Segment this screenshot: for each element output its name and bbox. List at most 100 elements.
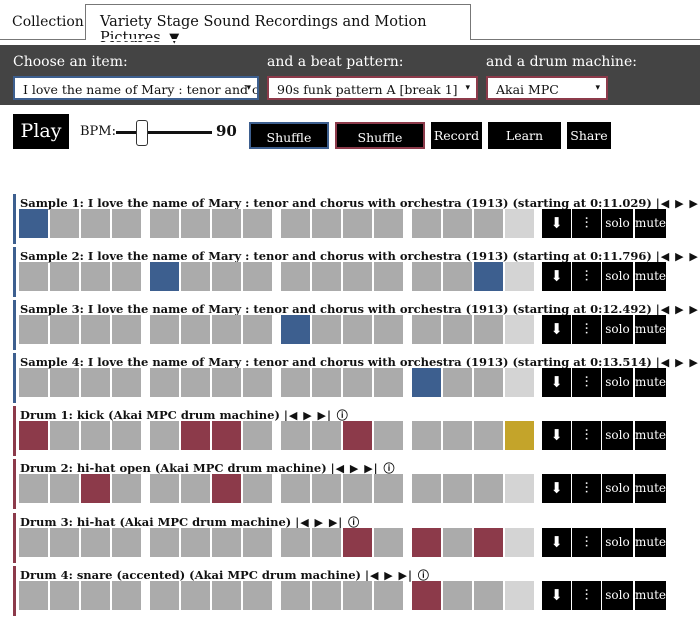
mute-button[interactable]: mute <box>635 262 666 291</box>
step-pad[interactable] <box>412 421 441 450</box>
step-pad[interactable] <box>150 209 179 238</box>
step-pad[interactable] <box>112 528 141 557</box>
step-pad[interactable] <box>212 474 241 503</box>
step-pad[interactable] <box>412 315 441 344</box>
step-pad[interactable] <box>343 262 372 291</box>
step-pad[interactable] <box>443 209 472 238</box>
step-pad[interactable] <box>281 368 310 397</box>
step-pad[interactable] <box>412 581 441 610</box>
download-icon[interactable]: ⬇ <box>542 262 571 291</box>
step-pad[interactable] <box>212 421 241 450</box>
step-pad[interactable] <box>112 262 141 291</box>
step-pad[interactable] <box>150 421 179 450</box>
mute-button[interactable]: mute <box>635 474 666 503</box>
share-button[interactable]: Share <box>567 122 611 149</box>
step-pad[interactable] <box>343 581 372 610</box>
step-pad[interactable] <box>374 421 403 450</box>
mute-button[interactable]: mute <box>635 528 666 557</box>
step-pad[interactable] <box>374 474 403 503</box>
solo-button[interactable]: solo <box>602 368 633 397</box>
step-pad[interactable] <box>343 528 372 557</box>
step-pad[interactable] <box>150 368 179 397</box>
solo-button[interactable]: solo <box>602 581 633 610</box>
step-pad[interactable] <box>81 581 110 610</box>
step-pad[interactable] <box>81 474 110 503</box>
mixer-icon[interactable]: ⫶ <box>572 262 601 291</box>
download-icon[interactable]: ⬇ <box>542 421 571 450</box>
download-icon[interactable]: ⬇ <box>542 474 571 503</box>
machine-select[interactable]: Akai MPC ▾ <box>486 76 608 100</box>
shuffle-item-button[interactable]: Shuffle item <box>249 122 329 172</box>
step-pad[interactable] <box>181 421 210 450</box>
collection-select[interactable]: Variety Stage Sound Recordings and Motio… <box>85 4 471 46</box>
step-pad[interactable] <box>19 474 48 503</box>
step-pad[interactable] <box>443 262 472 291</box>
step-pad[interactable] <box>474 421 503 450</box>
step-pad[interactable] <box>474 528 503 557</box>
track-playback-controls[interactable]: |◀ ▶ ▶| ⓘ <box>330 462 396 475</box>
step-pad[interactable] <box>374 315 403 344</box>
mixer-icon[interactable]: ⫶ <box>572 421 601 450</box>
step-pad[interactable] <box>312 581 341 610</box>
mute-button[interactable]: mute <box>635 368 666 397</box>
step-pad[interactable] <box>50 315 79 344</box>
step-pad[interactable] <box>443 581 472 610</box>
step-pad[interactable] <box>312 315 341 344</box>
bpm-slider-handle[interactable] <box>136 120 148 146</box>
step-pad[interactable] <box>243 262 272 291</box>
step-pad[interactable] <box>312 262 341 291</box>
step-pad[interactable] <box>243 421 272 450</box>
step-pad[interactable] <box>505 528 534 557</box>
step-pad[interactable] <box>50 528 79 557</box>
mixer-icon[interactable]: ⫶ <box>572 209 601 238</box>
step-pad[interactable] <box>212 528 241 557</box>
step-pad[interactable] <box>412 368 441 397</box>
step-pad[interactable] <box>212 262 241 291</box>
step-pad[interactable] <box>374 528 403 557</box>
step-pad[interactable] <box>343 209 372 238</box>
track-playback-controls[interactable]: |◀ ▶ ▶| ⓘ <box>283 409 349 422</box>
step-pad[interactable] <box>181 315 210 344</box>
step-pad[interactable] <box>19 209 48 238</box>
download-icon[interactable]: ⬇ <box>542 581 571 610</box>
step-pad[interactable] <box>505 368 534 397</box>
step-pad[interactable] <box>505 581 534 610</box>
step-pad[interactable] <box>474 315 503 344</box>
step-pad[interactable] <box>81 528 110 557</box>
step-pad[interactable] <box>443 368 472 397</box>
step-pad[interactable] <box>243 474 272 503</box>
step-pad[interactable] <box>343 315 372 344</box>
step-pad[interactable] <box>19 315 48 344</box>
step-pad[interactable] <box>50 209 79 238</box>
step-pad[interactable] <box>281 528 310 557</box>
step-pad[interactable] <box>112 474 141 503</box>
step-pad[interactable] <box>412 262 441 291</box>
step-pad[interactable] <box>212 315 241 344</box>
step-pad[interactable] <box>343 421 372 450</box>
step-pad[interactable] <box>243 209 272 238</box>
step-pad[interactable] <box>81 421 110 450</box>
step-pad[interactable] <box>181 368 210 397</box>
track-playback-controls[interactable]: |◀ ▶ ▶| ⓘ <box>655 250 700 263</box>
step-pad[interactable] <box>50 474 79 503</box>
solo-button[interactable]: solo <box>602 209 633 238</box>
mute-button[interactable]: mute <box>635 315 666 344</box>
track-playback-controls[interactable]: |◀ ▶ ▶| ⓘ <box>655 356 700 369</box>
step-pad[interactable] <box>281 474 310 503</box>
download-icon[interactable]: ⬇ <box>542 368 571 397</box>
step-pad[interactable] <box>443 474 472 503</box>
step-pad[interactable] <box>243 315 272 344</box>
step-pad[interactable] <box>281 421 310 450</box>
mixer-icon[interactable]: ⫶ <box>572 474 601 503</box>
record-button[interactable]: Record <box>431 122 482 149</box>
step-pad[interactable] <box>474 581 503 610</box>
step-pad[interactable] <box>412 474 441 503</box>
step-pad[interactable] <box>312 368 341 397</box>
step-pad[interactable] <box>374 209 403 238</box>
step-pad[interactable] <box>312 528 341 557</box>
solo-button[interactable]: solo <box>602 421 633 450</box>
step-pad[interactable] <box>19 421 48 450</box>
step-pad[interactable] <box>312 421 341 450</box>
step-pad[interactable] <box>181 474 210 503</box>
step-pad[interactable] <box>19 262 48 291</box>
